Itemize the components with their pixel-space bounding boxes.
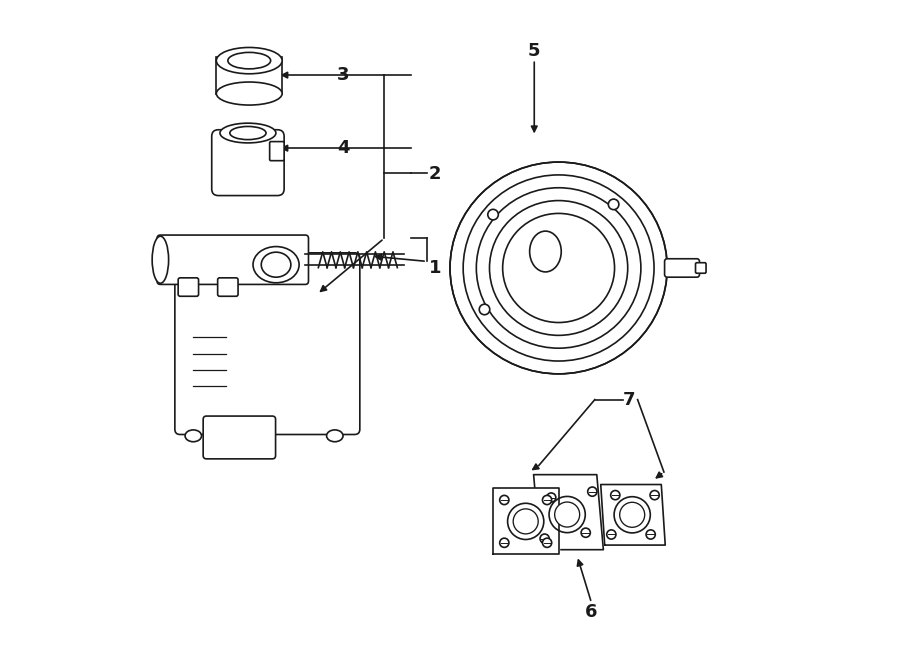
Ellipse shape [450,162,667,374]
Circle shape [588,487,597,496]
Circle shape [608,199,619,210]
Circle shape [500,538,508,547]
FancyBboxPatch shape [696,262,706,273]
Ellipse shape [220,123,276,143]
Ellipse shape [228,52,271,69]
Ellipse shape [529,231,562,272]
Ellipse shape [614,496,651,533]
Ellipse shape [620,502,644,527]
Ellipse shape [261,253,291,277]
FancyBboxPatch shape [664,258,699,277]
Text: 1: 1 [429,259,441,277]
Circle shape [581,528,590,537]
Circle shape [650,490,659,500]
Circle shape [479,304,490,315]
Ellipse shape [554,502,580,527]
Text: 5: 5 [528,42,541,59]
FancyBboxPatch shape [218,278,238,296]
Text: 4: 4 [337,139,349,157]
Circle shape [546,493,556,502]
Circle shape [543,495,552,504]
Text: 6: 6 [585,603,598,621]
Circle shape [646,530,655,539]
Circle shape [611,490,620,500]
Ellipse shape [185,430,202,442]
Circle shape [607,530,616,539]
FancyBboxPatch shape [178,278,199,296]
Ellipse shape [549,496,585,533]
Text: 2: 2 [429,165,441,183]
Circle shape [488,210,499,220]
Ellipse shape [508,503,544,539]
Circle shape [500,495,508,504]
Ellipse shape [152,236,168,284]
FancyBboxPatch shape [270,141,284,161]
Ellipse shape [327,430,343,442]
Ellipse shape [230,126,266,139]
Ellipse shape [513,509,538,534]
Polygon shape [493,488,559,555]
Text: 7: 7 [623,391,635,408]
Circle shape [540,534,549,543]
Polygon shape [534,475,603,550]
Ellipse shape [216,82,283,105]
Ellipse shape [216,48,283,74]
Circle shape [543,538,552,547]
Text: 3: 3 [337,66,349,84]
Polygon shape [600,485,665,545]
FancyBboxPatch shape [158,235,309,284]
FancyBboxPatch shape [212,130,284,196]
FancyBboxPatch shape [216,58,283,94]
FancyBboxPatch shape [175,253,360,434]
FancyBboxPatch shape [203,416,275,459]
Ellipse shape [253,247,299,283]
